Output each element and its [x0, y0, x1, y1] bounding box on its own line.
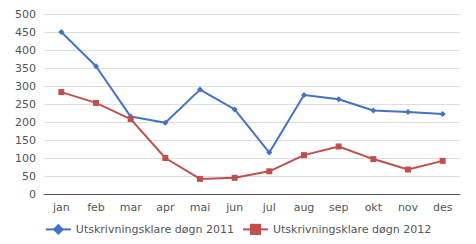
svg-text:0: 0: [29, 188, 36, 201]
svg-text:okt: okt: [365, 201, 383, 214]
svg-text:150: 150: [15, 134, 36, 147]
svg-text:apr: apr: [156, 201, 175, 214]
svg-text:mai: mai: [190, 201, 211, 214]
svg-text:des: des: [433, 201, 453, 214]
svg-text:feb: feb: [87, 201, 105, 214]
svg-text:450: 450: [15, 26, 36, 39]
svg-text:nov: nov: [398, 201, 419, 214]
svg-text:Utskrivningsklare døgn 2011: Utskrivningsklare døgn 2011: [76, 223, 234, 236]
svg-text:200: 200: [15, 116, 36, 129]
svg-text:jul: jul: [262, 201, 276, 214]
svg-text:350: 350: [15, 62, 36, 75]
svg-text:sep: sep: [329, 201, 348, 214]
svg-text:400: 400: [15, 44, 36, 57]
svg-text:jan: jan: [52, 201, 70, 214]
svg-text:50: 50: [22, 170, 36, 183]
svg-text:500: 500: [15, 8, 36, 21]
svg-text:100: 100: [15, 152, 36, 165]
svg-text:jun: jun: [225, 201, 243, 214]
svg-text:250: 250: [15, 98, 36, 111]
svg-text:mar: mar: [120, 201, 142, 214]
svg-text:Utskrivningsklare døgn 2012: Utskrivningsklare døgn 2012: [273, 223, 431, 236]
svg-text:300: 300: [15, 80, 36, 93]
svg-text:aug: aug: [294, 201, 315, 214]
